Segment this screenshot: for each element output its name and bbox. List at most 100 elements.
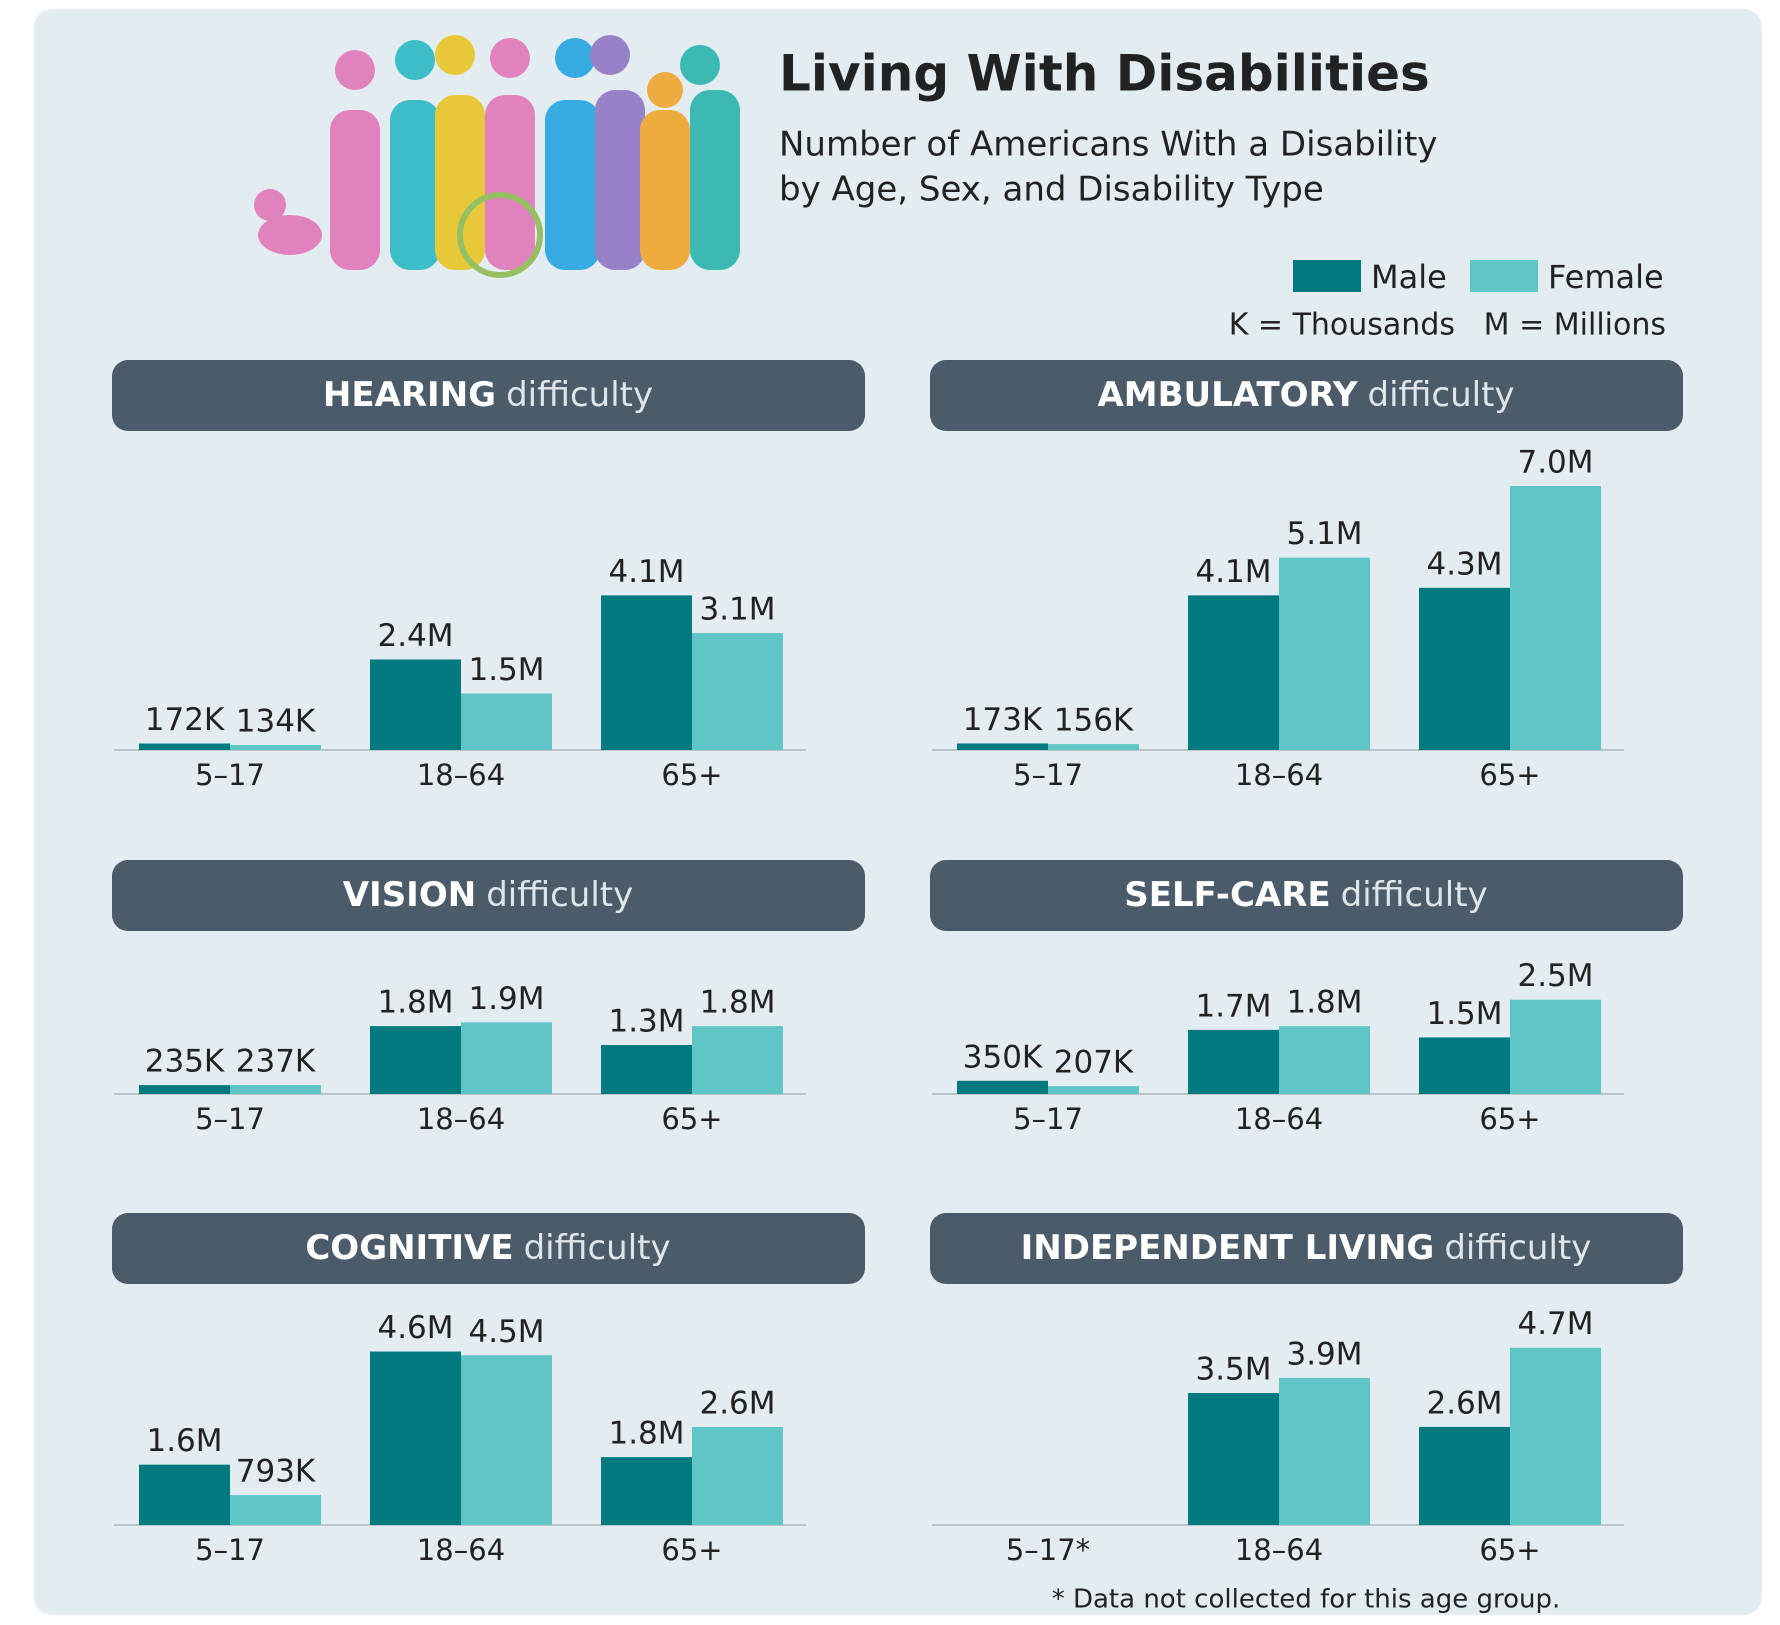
bar	[692, 1026, 783, 1094]
panel-title: VISIONdifficulty	[343, 875, 634, 915]
bar	[1279, 558, 1370, 750]
bar	[601, 595, 692, 750]
panel-title-bold: INDEPENDENT LIVING	[1021, 1228, 1435, 1268]
bar	[1048, 744, 1139, 750]
bar	[370, 659, 461, 750]
bar	[601, 1457, 692, 1525]
bar	[1510, 486, 1601, 750]
panel-title-rest: difficulty	[524, 1228, 671, 1268]
value-label: 4.1M	[608, 554, 684, 590]
bar	[957, 1081, 1048, 1094]
value-label: 1.3M	[608, 1003, 684, 1039]
footnote: * Data not collected for this age group.	[1052, 1585, 1561, 1615]
value-label: 350K	[963, 1039, 1043, 1075]
bar	[692, 1427, 783, 1525]
bar	[957, 743, 1048, 750]
subtitle: by Age, Sex, and Disability Type	[779, 170, 1324, 210]
bar	[692, 633, 783, 750]
panel-title: INDEPENDENT LIVINGdifficulty	[1021, 1228, 1592, 1268]
value-label: 1.5M	[1426, 996, 1502, 1032]
value-label: 4.7M	[1517, 1306, 1593, 1342]
bar	[139, 1085, 230, 1094]
page: Living With Disabilities Number of Ameri…	[0, 0, 1780, 1625]
panel-title-rest: difficulty	[506, 375, 653, 415]
x-tick-label: 18–64	[417, 1102, 505, 1136]
bar	[1419, 588, 1510, 750]
x-tick-label: 5–17	[195, 1102, 265, 1136]
legend-swatch	[1470, 260, 1538, 292]
value-label: 1.8M	[699, 985, 775, 1021]
subtitle: Number of Americans With a Disability	[779, 125, 1437, 165]
value-label: 207K	[1054, 1045, 1134, 1081]
value-label: 4.5M	[468, 1314, 544, 1350]
x-tick-label: 18–64	[1235, 1102, 1323, 1136]
panel-title-bold: SELF-CARE	[1124, 875, 1330, 915]
bar	[601, 1045, 692, 1094]
x-tick-label: 5–17	[195, 1533, 265, 1567]
panel-title-rest: difficulty	[486, 875, 633, 915]
bar	[370, 1026, 461, 1094]
bar	[139, 744, 230, 750]
panel-title-bold: VISION	[343, 875, 476, 915]
value-label: 4.1M	[1195, 554, 1271, 590]
value-label: 1.8M	[608, 1416, 684, 1452]
panel-title-rest: difficulty	[1444, 1228, 1591, 1268]
value-label: 172K	[145, 702, 225, 738]
bar	[1048, 1086, 1139, 1094]
bar	[461, 1355, 552, 1525]
bar	[1279, 1378, 1370, 1525]
value-label: 1.6M	[146, 1423, 222, 1459]
bar	[230, 1495, 321, 1525]
value-label: 156K	[1054, 703, 1134, 739]
x-tick-label: 5–17	[1013, 1102, 1083, 1136]
x-tick-label: 5–17	[195, 758, 265, 792]
value-label: 793K	[236, 1454, 316, 1490]
value-label: 4.6M	[377, 1310, 453, 1346]
bar	[1419, 1037, 1510, 1094]
value-label: 1.9M	[468, 981, 544, 1017]
value-label: 2.6M	[699, 1385, 775, 1421]
x-tick-label: 65+	[1479, 758, 1540, 792]
value-label: 173K	[963, 702, 1043, 738]
infographic: Living With Disabilities Number of Ameri…	[0, 0, 1780, 1625]
x-tick-label: 65+	[661, 758, 722, 792]
legend-label: Female	[1548, 258, 1664, 296]
units-note: K = Thousands	[1229, 308, 1455, 343]
value-label: 4.3M	[1426, 546, 1502, 582]
bar	[1510, 1000, 1601, 1094]
x-tick-label: 65+	[661, 1102, 722, 1136]
bar	[230, 745, 321, 750]
bar	[461, 693, 552, 750]
value-label: 1.8M	[1286, 985, 1362, 1021]
value-label: 235K	[145, 1044, 225, 1080]
bar	[230, 1085, 321, 1094]
bar	[1419, 1427, 1510, 1525]
panel-title: AMBULATORYdifficulty	[1097, 375, 1514, 415]
value-label: 7.0M	[1517, 445, 1593, 481]
bar	[461, 1022, 552, 1094]
value-label: 3.9M	[1286, 1336, 1362, 1372]
x-tick-label: 18–64	[1235, 1533, 1323, 1567]
x-tick-label: 5–17*	[1006, 1533, 1090, 1567]
value-label: 1.7M	[1195, 988, 1271, 1024]
panel-title-rest: difficulty	[1341, 875, 1488, 915]
value-label: 2.5M	[1517, 958, 1593, 994]
panel-title-rest: difficulty	[1368, 375, 1515, 415]
bar	[370, 1352, 461, 1525]
legend-swatch	[1293, 260, 1361, 292]
value-label: 3.5M	[1195, 1352, 1271, 1388]
title: Living With Disabilities	[779, 45, 1430, 103]
value-label: 2.6M	[1426, 1385, 1502, 1421]
panel-title: SELF-CARE difficulty	[1124, 875, 1487, 915]
value-label: 1.5M	[468, 652, 544, 688]
x-tick-label: 65+	[661, 1533, 722, 1567]
bar	[1188, 595, 1279, 750]
bar	[1510, 1348, 1601, 1525]
value-label: 237K	[236, 1044, 316, 1080]
bar	[1188, 1393, 1279, 1525]
value-label: 134K	[236, 703, 316, 739]
bar	[139, 1465, 230, 1525]
bar	[1188, 1030, 1279, 1094]
